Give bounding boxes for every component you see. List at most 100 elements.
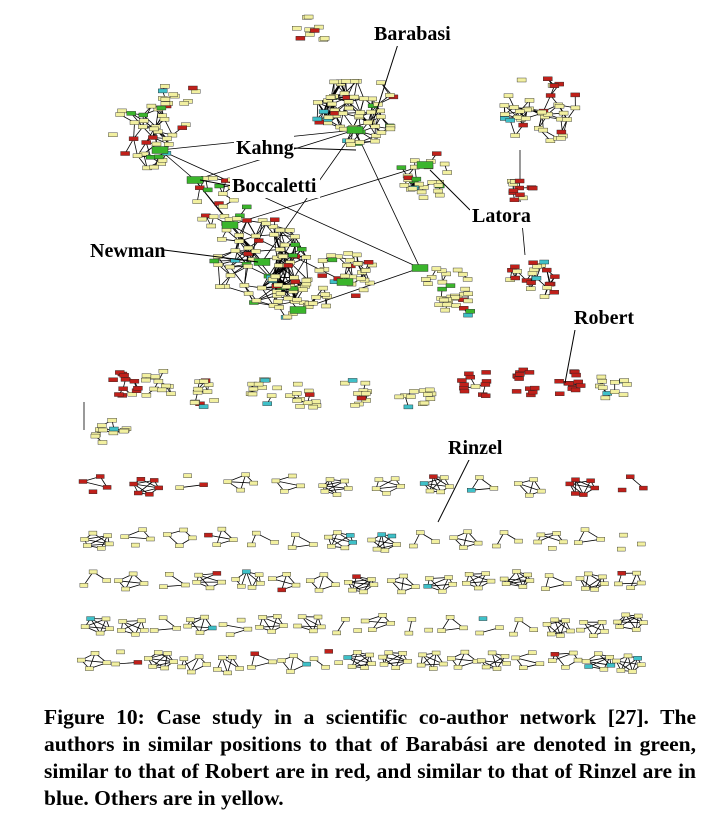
author-node	[303, 14, 314, 20]
author-node	[88, 530, 98, 536]
author-node	[535, 661, 545, 666]
author-node	[133, 660, 143, 665]
author-node	[407, 617, 417, 622]
author-node	[570, 105, 581, 111]
author-node	[556, 129, 567, 135]
author-node	[526, 280, 536, 285]
author-node	[442, 302, 452, 307]
author-node	[341, 617, 350, 622]
author-node	[273, 614, 282, 619]
author-node	[384, 650, 393, 655]
author-node	[279, 623, 288, 628]
author-node	[512, 269, 522, 274]
author-node	[236, 487, 245, 493]
author-node	[208, 175, 218, 181]
author-node	[617, 571, 626, 576]
author-node	[396, 484, 405, 489]
author-node	[187, 669, 196, 675]
label-newman: Newman	[90, 240, 166, 262]
author-node	[480, 382, 491, 387]
author-node	[508, 188, 519, 193]
author-node	[314, 588, 324, 593]
author-node	[340, 478, 349, 484]
author-node	[409, 389, 419, 394]
author-node	[463, 298, 473, 304]
author-node	[351, 293, 361, 298]
author-node	[194, 572, 203, 578]
author-node	[460, 286, 470, 292]
author-node	[349, 94, 359, 100]
author-node	[205, 585, 215, 591]
author-node	[314, 268, 325, 273]
author-node	[632, 570, 641, 576]
author-node	[518, 584, 528, 589]
author-node	[514, 617, 524, 622]
author-node	[241, 204, 252, 210]
author-node	[283, 263, 293, 268]
author-node	[154, 485, 163, 491]
author-node	[445, 484, 454, 489]
author-node	[334, 660, 343, 665]
author-node	[309, 628, 318, 634]
author-node	[554, 379, 564, 384]
author-node	[253, 381, 264, 387]
author-node	[108, 377, 118, 382]
author-node	[514, 481, 523, 486]
author-node	[346, 533, 355, 538]
author-node	[495, 625, 504, 630]
author-node	[298, 287, 308, 292]
author-node	[317, 258, 328, 263]
author-node	[317, 624, 326, 630]
author-node	[349, 79, 360, 84]
author-node	[88, 569, 98, 575]
author-node	[440, 307, 450, 313]
author-node	[129, 481, 138, 487]
author-node	[188, 535, 197, 541]
author-node	[367, 537, 376, 543]
author-node	[302, 661, 311, 667]
author-node	[457, 378, 467, 383]
author-node	[326, 253, 336, 258]
author-node	[312, 116, 322, 122]
author-node	[309, 542, 318, 547]
author-node	[343, 655, 352, 660]
author-node	[120, 377, 131, 382]
author-node	[361, 391, 371, 396]
author-node	[227, 655, 237, 660]
author-node	[527, 271, 538, 276]
author-node	[157, 88, 168, 94]
author-node	[217, 526, 227, 532]
author-node	[126, 111, 136, 116]
author-node	[445, 283, 456, 288]
author-node	[254, 572, 264, 577]
author-node	[515, 372, 525, 377]
author-node	[385, 126, 396, 132]
author-node	[177, 664, 186, 670]
author-node	[272, 385, 282, 391]
author-node	[332, 630, 341, 636]
author-node	[544, 281, 555, 287]
author-node	[359, 589, 368, 595]
author-node	[391, 665, 400, 670]
author-node	[564, 381, 574, 386]
author-node	[148, 135, 158, 140]
author-node	[251, 249, 261, 254]
author-node	[545, 138, 556, 144]
author-node	[363, 260, 374, 265]
author-node	[378, 654, 387, 660]
figure-caption: Figure 10: Case study in a scientific co…	[44, 705, 696, 810]
author-node	[80, 537, 89, 542]
author-node	[418, 195, 429, 200]
author-node	[213, 667, 222, 672]
author-node	[115, 112, 125, 117]
author-node	[600, 395, 611, 401]
author-node	[558, 110, 569, 116]
author-node	[437, 286, 447, 292]
author-node	[288, 473, 297, 479]
author-node	[292, 26, 302, 31]
author-node	[301, 278, 312, 283]
author-node	[626, 585, 635, 590]
author-node	[529, 627, 538, 632]
author-node	[189, 400, 200, 405]
author-node	[399, 182, 410, 188]
